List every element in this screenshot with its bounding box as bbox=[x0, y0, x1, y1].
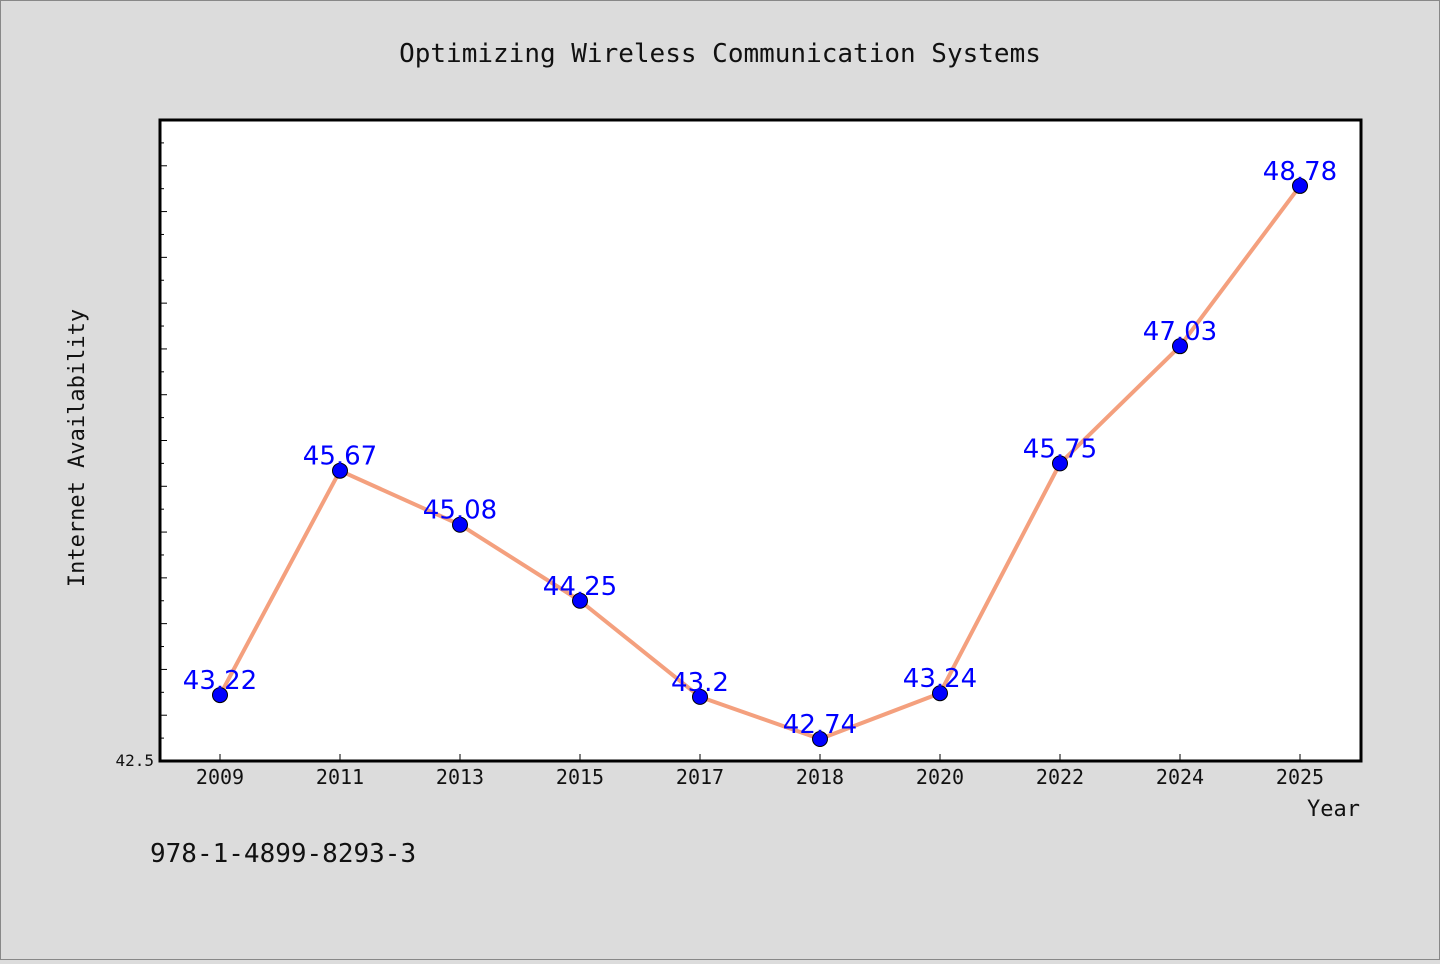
x-tick-label: 2009 bbox=[196, 765, 244, 789]
data-label: 42.74 bbox=[783, 710, 857, 740]
x-tick-label: 2020 bbox=[916, 765, 964, 789]
y-axis-label: Internet Availability bbox=[65, 309, 90, 587]
data-label: 43.24 bbox=[903, 664, 977, 694]
data-point bbox=[212, 687, 228, 704]
x-tick-label: 2017 bbox=[676, 765, 724, 789]
data-point bbox=[1052, 455, 1068, 472]
x-tick-label: 2024 bbox=[1156, 765, 1204, 789]
x-tick-label: 2025 bbox=[1276, 765, 1324, 789]
x-axis-ticks: 2009 2011 2013 2015 2017 2018 2020 2022 2024 2025 bbox=[196, 754, 1324, 789]
data-label: 43.22 bbox=[183, 666, 257, 696]
data-point bbox=[932, 685, 948, 702]
data-markers bbox=[212, 177, 1308, 748]
data-label: 47.03 bbox=[1143, 317, 1217, 347]
x-tick-label: 2011 bbox=[316, 765, 364, 789]
isbn-text: 978-1-4899-8293-3 bbox=[150, 839, 416, 869]
data-label: 45.08 bbox=[423, 496, 497, 526]
data-label: 45.67 bbox=[303, 442, 377, 472]
x-tick-label: 2015 bbox=[556, 765, 604, 789]
data-label: 48.78 bbox=[1263, 157, 1337, 187]
series-line bbox=[218, 184, 1302, 742]
data-label: 44.25 bbox=[543, 572, 617, 602]
x-tick-label: 2018 bbox=[796, 765, 844, 789]
chart-title: Optimizing Wireless Communication System… bbox=[399, 39, 1041, 69]
data-point bbox=[1172, 338, 1188, 355]
data-labels: 43.22 45.67 45.08 44.25 43.2 42.74 43.24 45.75 4… bbox=[183, 157, 1337, 740]
x-axis-label: Year bbox=[1307, 797, 1360, 822]
x-tick-label: 2022 bbox=[1036, 765, 1084, 789]
y-axis-ticks: 42.5 bbox=[115, 119, 167, 770]
data-point bbox=[332, 462, 348, 479]
data-point bbox=[572, 592, 588, 609]
y-tick-label: 42.5 bbox=[115, 751, 154, 770]
data-label: 43.2 bbox=[671, 668, 729, 698]
plot-area bbox=[158, 118, 1363, 763]
data-point bbox=[452, 516, 468, 533]
data-point bbox=[1292, 177, 1308, 194]
x-tick-label: 2013 bbox=[436, 765, 484, 789]
data-point bbox=[812, 731, 828, 748]
data-label: 45.75 bbox=[1023, 434, 1097, 464]
data-point bbox=[692, 688, 708, 705]
